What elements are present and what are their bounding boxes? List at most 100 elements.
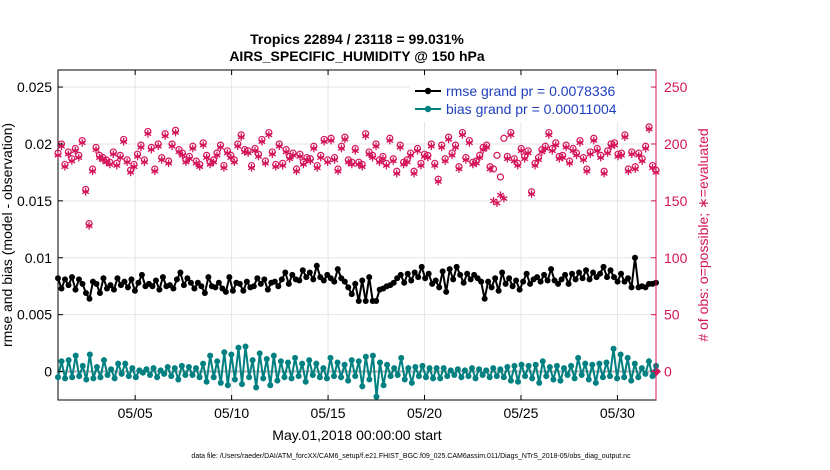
bias-point — [274, 377, 281, 384]
obs-evaluated-marker — [327, 136, 335, 145]
y-tick-label-right: 200 — [664, 136, 688, 152]
rmse-point — [170, 285, 177, 292]
obs-evaluated-marker — [393, 169, 401, 178]
rmse-point — [425, 270, 432, 277]
obs-evaluated-stroke — [337, 146, 346, 151]
obs-evaluated-marker — [375, 158, 384, 166]
obs-evaluated-stroke — [247, 165, 256, 171]
rmse-point — [443, 288, 450, 295]
obs-evaluated-marker — [631, 165, 639, 173]
rmse-point — [254, 275, 261, 282]
bias-point — [617, 351, 624, 358]
rmse-point — [107, 282, 114, 289]
obs-evaluated-marker — [268, 150, 276, 159]
bias-point — [281, 374, 288, 381]
rmse-point — [310, 276, 317, 283]
obs-evaluated-stroke — [61, 164, 69, 170]
obs-evaluated-stroke — [116, 155, 124, 161]
rmse-point — [541, 271, 548, 278]
rmse-point — [198, 283, 205, 290]
rmse-point — [306, 269, 313, 276]
bias-point — [352, 373, 359, 380]
obs-evaluated-stroke — [569, 148, 577, 154]
obs-evaluated-marker — [126, 168, 135, 177]
obs-evaluated-marker — [68, 157, 76, 165]
obs-evaluated-marker — [154, 142, 162, 151]
obs-evaluated-marker — [182, 158, 190, 166]
obs-evaluated-marker — [617, 151, 626, 160]
obs-evaluated-stroke — [600, 171, 608, 177]
rmse-point — [243, 278, 250, 285]
obs-evaluated-marker — [462, 156, 470, 164]
bias-point — [285, 359, 291, 366]
bias-point — [217, 379, 224, 386]
obs-evaluated-marker — [348, 160, 356, 169]
rmse-point — [614, 278, 621, 285]
bias-point — [557, 377, 564, 384]
obs-evaluated-marker — [603, 149, 612, 157]
obs-evaluated-stroke — [534, 157, 543, 163]
obs-evaluated-marker — [493, 199, 501, 207]
bias-point — [518, 361, 525, 368]
bias-point — [355, 358, 362, 365]
bias-point — [132, 374, 139, 381]
rmse-point — [558, 276, 565, 283]
obs-evaluated-marker — [424, 153, 432, 162]
rmse-point — [93, 280, 100, 287]
bias-point — [369, 352, 376, 359]
bias-point — [546, 364, 553, 370]
obs-evaluated-marker — [116, 153, 124, 162]
bias-point — [440, 365, 447, 372]
obs-evaluated-stroke — [147, 147, 155, 153]
obs-evaluated-marker — [472, 159, 480, 168]
bias-point — [394, 371, 401, 378]
obs-evaluated-stroke — [586, 151, 594, 157]
bias-point — [207, 352, 214, 359]
obs-evaluated-stroke — [579, 157, 588, 163]
obs-evaluated-stroke — [348, 161, 356, 167]
bias-point — [645, 358, 652, 365]
bias-point — [465, 373, 472, 380]
bias-point — [419, 362, 426, 369]
obs-evaluated-marker — [279, 161, 287, 170]
rmse-point — [604, 274, 611, 281]
obs-evaluated-stroke — [413, 148, 422, 154]
obs-evaluated-marker — [541, 144, 550, 153]
obs-evaluated-stroke — [123, 159, 131, 165]
bias-point — [214, 358, 221, 365]
rmse-point — [432, 277, 439, 284]
obs-evaluated-stroke — [258, 139, 266, 145]
obs-evaluated-marker — [413, 146, 422, 155]
obs-evaluated-stroke — [434, 179, 442, 184]
bias-point — [568, 362, 575, 369]
rmse-point — [236, 280, 243, 287]
bias-point — [642, 370, 649, 377]
obs-evaluated-stroke — [244, 150, 252, 156]
obs-evaluated-stroke — [351, 148, 359, 154]
data-file-footer: data file: /Users/raeder/DAI/ATM_forcXX/… — [191, 453, 631, 460]
rmse-point — [586, 276, 593, 283]
rmse-point — [625, 275, 632, 282]
rmse-point — [201, 290, 208, 297]
bias-point — [398, 354, 405, 361]
bias-point — [90, 375, 97, 382]
bias-point — [118, 370, 125, 377]
bias-point — [93, 364, 100, 370]
obs-evaluated-marker — [292, 167, 301, 176]
bias-point — [571, 375, 578, 382]
obs-evaluated-stroke — [126, 169, 135, 175]
obs-evaluated-marker — [517, 146, 525, 155]
obs-evaluated-stroke — [624, 168, 632, 174]
bias-point — [426, 365, 433, 372]
bias-point — [231, 376, 238, 383]
obs-evaluated-stroke — [524, 150, 532, 156]
obs-evaluated-stroke — [272, 164, 280, 170]
rmse-point — [401, 279, 408, 286]
bias-point — [182, 371, 189, 378]
rmse-point — [565, 280, 572, 287]
obs-evaluated-stroke — [230, 159, 238, 165]
rmse-point — [257, 280, 264, 287]
bias-point — [178, 362, 185, 369]
rmse-point — [499, 269, 506, 276]
obs-evaluated-marker — [362, 132, 370, 140]
